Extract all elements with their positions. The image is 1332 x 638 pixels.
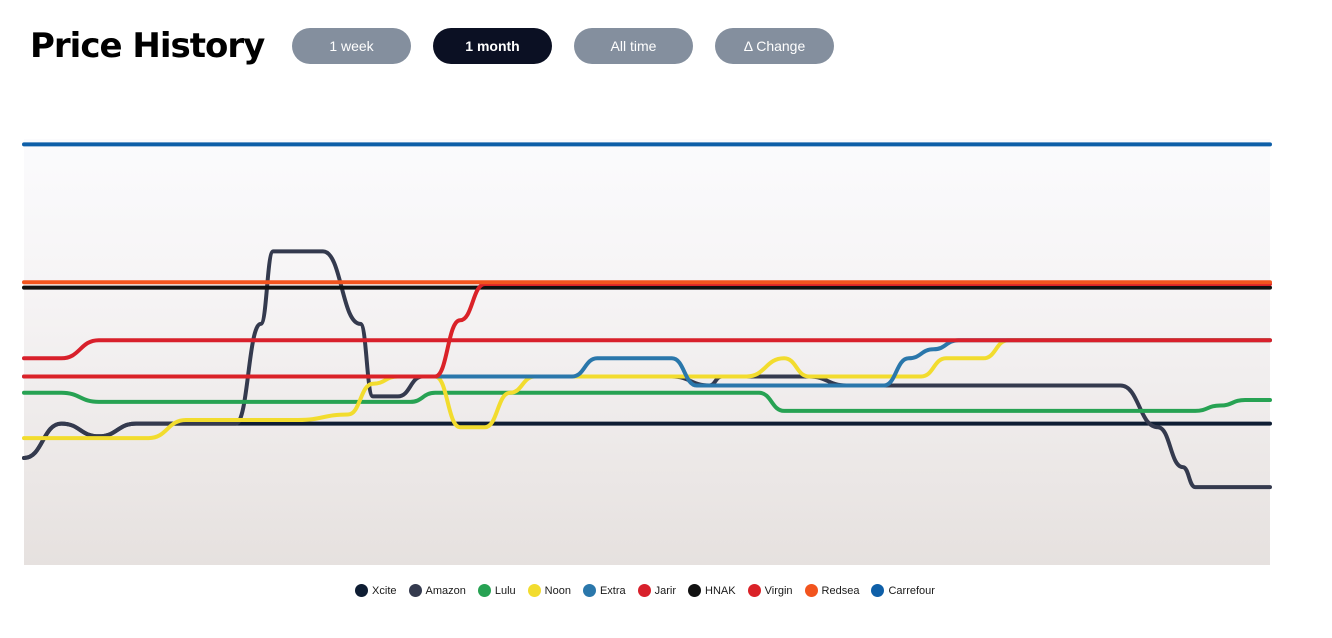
series-line-noon bbox=[22, 338, 1272, 441]
legend-label: Extra bbox=[599, 584, 626, 597]
legend-label: Redsea bbox=[821, 584, 860, 597]
range-tab-all-time[interactable]: All time bbox=[574, 28, 693, 64]
time-range-tabs: 1 week 1 month All time Δ Change bbox=[292, 28, 834, 64]
legend-label: Virgin bbox=[764, 584, 793, 597]
legend-label: Amazon bbox=[425, 584, 466, 597]
legend-label: Lulu bbox=[494, 584, 516, 597]
legend-swatch bbox=[871, 584, 885, 597]
legend-item-noon[interactable]: Noon bbox=[527, 584, 571, 597]
legend-swatch bbox=[804, 584, 818, 597]
range-tab-change[interactable]: Δ Change bbox=[715, 28, 834, 64]
legend-item-amazon[interactable]: Amazon bbox=[408, 584, 466, 597]
legend-item-extra[interactable]: Extra bbox=[582, 584, 626, 597]
legend-swatch bbox=[527, 584, 541, 597]
range-tab-1-month[interactable]: 1 month bbox=[433, 28, 552, 64]
page-title: Price History bbox=[30, 26, 265, 66]
legend-item-xcite[interactable]: Xcite bbox=[355, 584, 397, 597]
legend-item-virgin[interactable]: Virgin bbox=[747, 584, 793, 597]
chart-legend: Xcite Amazon Lulu Noon Extra Jarir HNAK Virgin R… bbox=[0, 584, 1290, 597]
series-lines bbox=[22, 142, 1272, 490]
legend-item-jarir[interactable]: Jarir bbox=[637, 584, 677, 597]
legend-item-carrefour[interactable]: Carrefour bbox=[871, 584, 935, 597]
legend-label: Carrefour bbox=[888, 584, 935, 597]
series-line-lulu bbox=[22, 390, 1272, 413]
series-line-jarir bbox=[22, 338, 1272, 361]
legend-swatch bbox=[477, 584, 491, 597]
legend-item-redsea[interactable]: Redsea bbox=[804, 584, 860, 597]
legend-swatch bbox=[355, 584, 369, 597]
legend-swatch bbox=[688, 584, 702, 597]
legend-swatch bbox=[637, 584, 651, 597]
legend-item-lulu[interactable]: Lulu bbox=[477, 584, 516, 597]
plot-area bbox=[24, 139, 1270, 565]
legend-swatch bbox=[582, 584, 596, 597]
legend-label: HNAK bbox=[705, 584, 736, 597]
legend-swatch bbox=[747, 584, 761, 597]
legend-label: Xcite bbox=[372, 584, 397, 597]
legend-label: Noon bbox=[544, 584, 571, 597]
legend-label: Jarir bbox=[654, 584, 677, 597]
legend-item-hnak[interactable]: HNAK bbox=[688, 584, 736, 597]
legend-swatch bbox=[408, 584, 422, 597]
range-tab-1-week[interactable]: 1 week bbox=[292, 28, 411, 64]
